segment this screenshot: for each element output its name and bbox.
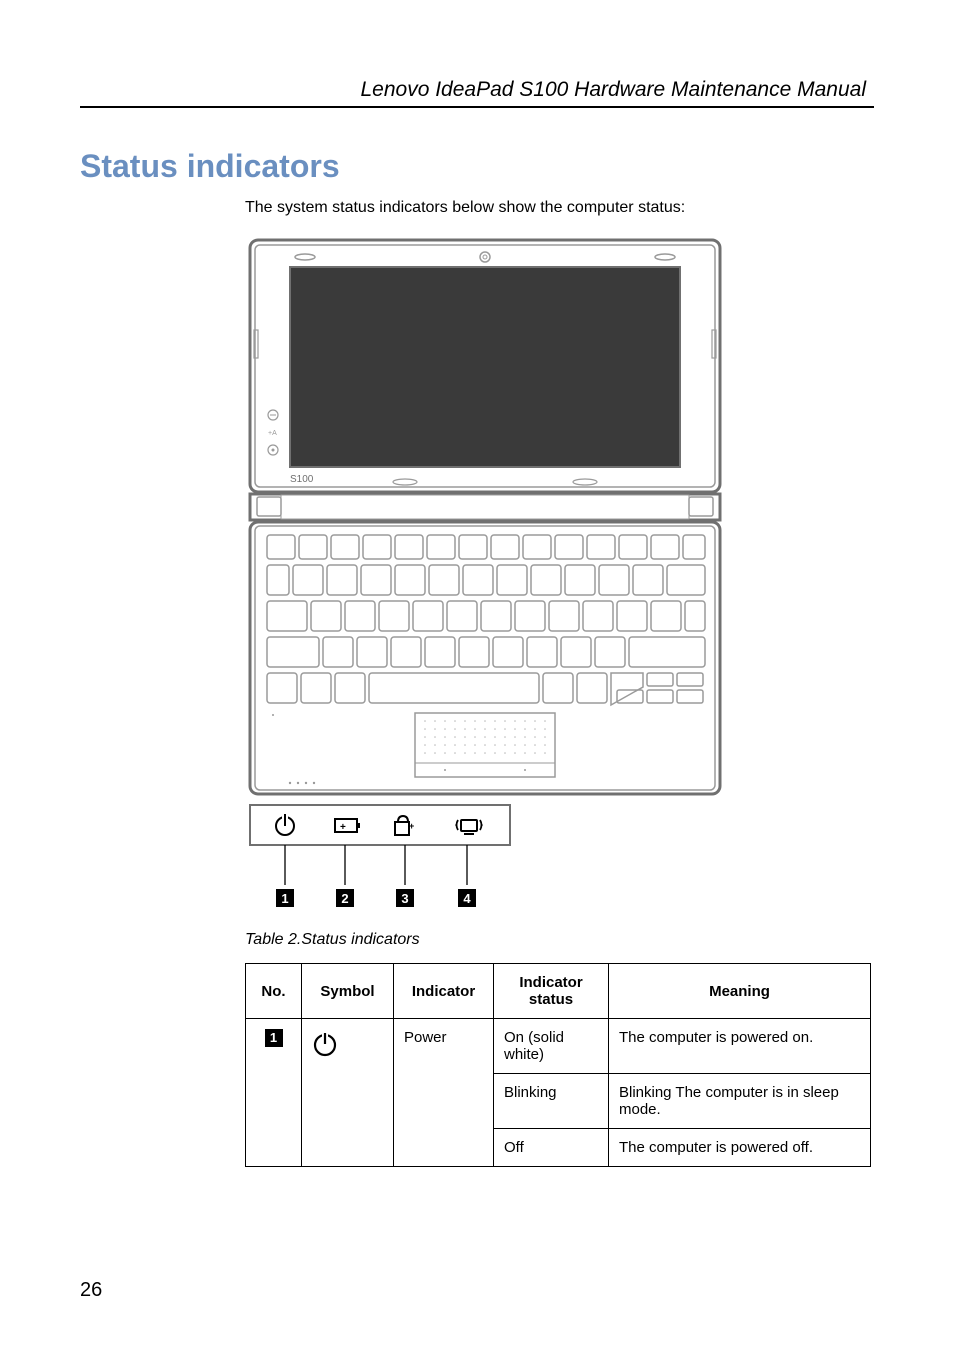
cell-status: Off [494, 1129, 609, 1167]
th-symbol: Symbol [302, 964, 394, 1019]
th-indicator: Indicator [394, 964, 494, 1019]
table-row: 1 Power On (solid white) The computer is… [246, 1019, 871, 1074]
header-title: Lenovo IdeaPad S100 Hardware Maintenance… [80, 78, 874, 102]
lock-icon: + [395, 816, 414, 835]
indicators-table: No. Symbol Indicator Indicator status Me… [245, 963, 871, 1167]
model-label: S100 [290, 474, 314, 485]
page-header: Lenovo IdeaPad S100 Hardware Maintenance… [80, 78, 874, 108]
th-no: No. [246, 964, 302, 1019]
cell-no: 1 [246, 1019, 302, 1167]
battery-icon: + [335, 819, 360, 833]
brand-label: lenovo [467, 476, 503, 488]
th-meaning: Meaning [609, 964, 871, 1019]
callout-3: 3 [401, 891, 408, 906]
svg-text:+A: +A [268, 430, 277, 437]
page-number: 26 [80, 1279, 102, 1302]
table-header-row: No. Symbol Indicator Indicator status Me… [246, 964, 871, 1019]
cell-meaning: The computer is powered off. [609, 1129, 871, 1167]
cell-status: On (solid white) [494, 1019, 609, 1074]
row-badge: 1 [265, 1029, 283, 1047]
cell-status: Blinking [494, 1074, 609, 1129]
intro-text: The system status indicators below show … [245, 199, 874, 217]
wireless-icon [455, 820, 483, 834]
svg-text:+: + [340, 822, 346, 833]
laptop-diagram: +A S100 lenovo [245, 235, 874, 915]
svg-text:+: + [409, 821, 414, 831]
power-icon [312, 1031, 338, 1057]
cell-symbol [302, 1019, 394, 1167]
cell-indicator: Power [394, 1019, 494, 1167]
cell-meaning: The computer is powered on. [609, 1019, 871, 1074]
cell-meaning: Blinking The computer is in sleep mode. [609, 1074, 871, 1129]
callout-4: 4 [463, 891, 471, 906]
section-heading: Status indicators [80, 148, 874, 185]
callout-2: 2 [341, 891, 348, 906]
table-caption: Table 2.Status indicators [245, 931, 874, 949]
power-icon [276, 813, 294, 835]
callout-1: 1 [281, 891, 288, 906]
th-status: Indicator status [494, 964, 609, 1019]
